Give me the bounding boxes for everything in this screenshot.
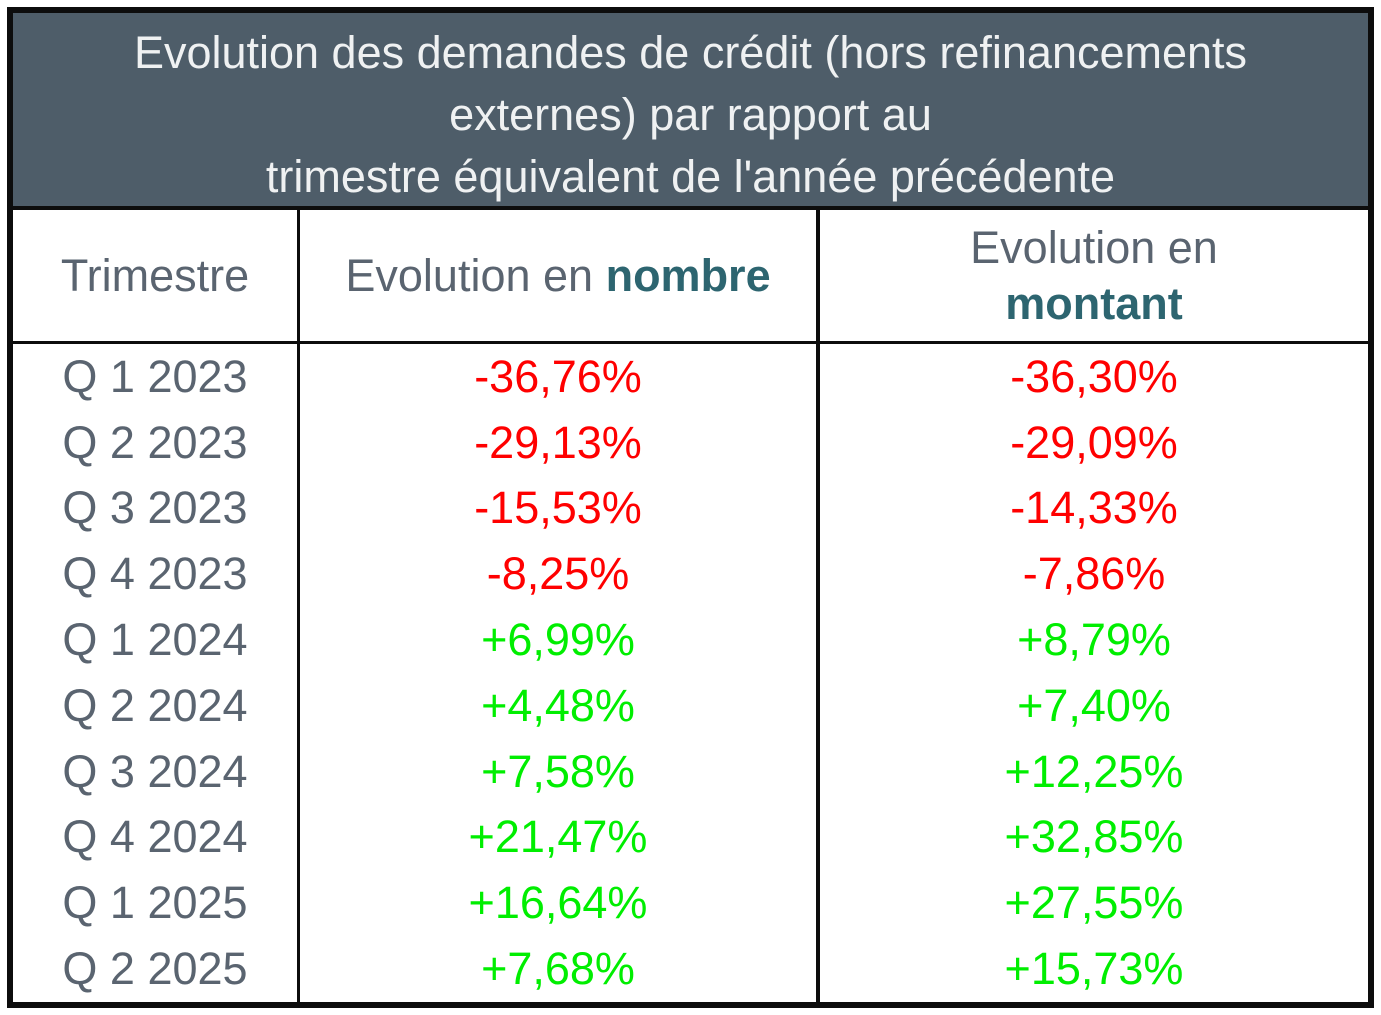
table-row: Q 3 2023 -15,53% -14,33% xyxy=(13,475,1368,542)
table-row: Q 1 2024 +6,99% +8,79% xyxy=(13,607,1368,673)
nombre-value-cell: -29,13% xyxy=(300,409,820,476)
table-row: Q 2 2025 +7,68% +15,73% xyxy=(13,936,1368,1002)
evolution-montant-label: Evolution en xyxy=(970,221,1218,273)
montant-value-cell: +15,73% xyxy=(1004,943,1184,995)
table-row: Q 2 2023 -29,13% -29,09% xyxy=(13,409,1368,476)
montant-bold-label: montant xyxy=(1005,277,1183,329)
montant-value-cell: +27,55% xyxy=(1004,877,1184,929)
table-row: Q 4 2024 +21,47% +32,85% xyxy=(13,804,1368,871)
quarter-cell: Q 3 2023 xyxy=(13,475,300,542)
montant-value-cell: -7,86% xyxy=(1022,548,1166,600)
table-row: Q 1 2023 -36,76% -36,30% xyxy=(13,344,1368,410)
column-header-evolution-nombre: Evolution en nombre xyxy=(300,210,820,341)
table-header-row: Trimestre Evolution en nombre Evolution … xyxy=(13,210,1368,344)
trimestre-label: Trimestre xyxy=(60,249,250,301)
montant-value-cell: -36,30% xyxy=(1010,350,1178,402)
montant-value-cell: +12,25% xyxy=(1004,745,1184,797)
nombre-value-cell: -15,53% xyxy=(300,475,820,542)
quarter-cell: Q 2 2025 xyxy=(13,936,300,1002)
nombre-value-cell: +7,58% xyxy=(300,738,820,805)
table-row: Q 1 2025 +16,64% +27,55% xyxy=(13,870,1368,937)
quarter-cell: Q 1 2023 xyxy=(13,344,300,410)
nombre-value-cell: +16,64% xyxy=(300,870,820,937)
quarter-cell: Q 2 2023 xyxy=(13,409,300,476)
nombre-value-cell: +6,99% xyxy=(300,607,820,673)
column-header-trimestre: Trimestre xyxy=(13,210,300,341)
nombre-value-cell: -8,25% xyxy=(300,541,820,608)
quarter-cell: Q 3 2024 xyxy=(13,738,300,805)
quarter-cell: Q 4 2024 xyxy=(13,804,300,871)
nombre-value-cell: +4,48% xyxy=(300,672,820,739)
montant-value-cell: -14,33% xyxy=(1010,482,1178,534)
table-row: Q 4 2023 -8,25% -7,86% xyxy=(13,541,1368,608)
table-title-line-3: trimestre équivalent de l'année précéden… xyxy=(265,151,1116,202)
column-header-evolution-montant: Evolution en montant xyxy=(820,210,1368,341)
nombre-bold-label: nombre xyxy=(605,249,771,301)
table-row: Q 3 2024 +7,58% +12,25% xyxy=(13,738,1368,805)
table-title-line-1: Evolution des demandes de crédit (hors r… xyxy=(133,27,1248,78)
quarter-cell: Q 1 2024 xyxy=(13,607,300,673)
montant-value-cell: -29,09% xyxy=(1010,416,1178,468)
quarter-cell: Q 4 2023 xyxy=(13,541,300,608)
montant-value-cell: +8,79% xyxy=(1017,614,1171,666)
quarter-cell: Q 1 2025 xyxy=(13,870,300,937)
table-body: Q 1 2023 -36,76% -36,30% Q 2 2023 -29,13% -29… xyxy=(13,344,1368,1002)
table-row: Q 2 2024 +4,48% +7,40% xyxy=(13,672,1368,739)
montant-value-cell: +32,85% xyxy=(1004,811,1184,863)
montant-value-cell: +7,40% xyxy=(1017,679,1171,731)
nombre-value-cell: +7,68% xyxy=(300,936,820,1002)
nombre-value-cell: +21,47% xyxy=(300,804,820,871)
quarter-cell: Q 2 2024 xyxy=(13,672,300,739)
evolution-nombre-label: Evolution en nombre xyxy=(345,249,771,301)
table-title: Evolution des demandes de crédit (hors r… xyxy=(13,13,1368,210)
table-title-line-2: externes) par rapport au xyxy=(449,89,932,140)
credit-evolution-table: Evolution des demandes de crédit (hors r… xyxy=(7,7,1374,1008)
nombre-value-cell: -36,76% xyxy=(300,344,820,410)
